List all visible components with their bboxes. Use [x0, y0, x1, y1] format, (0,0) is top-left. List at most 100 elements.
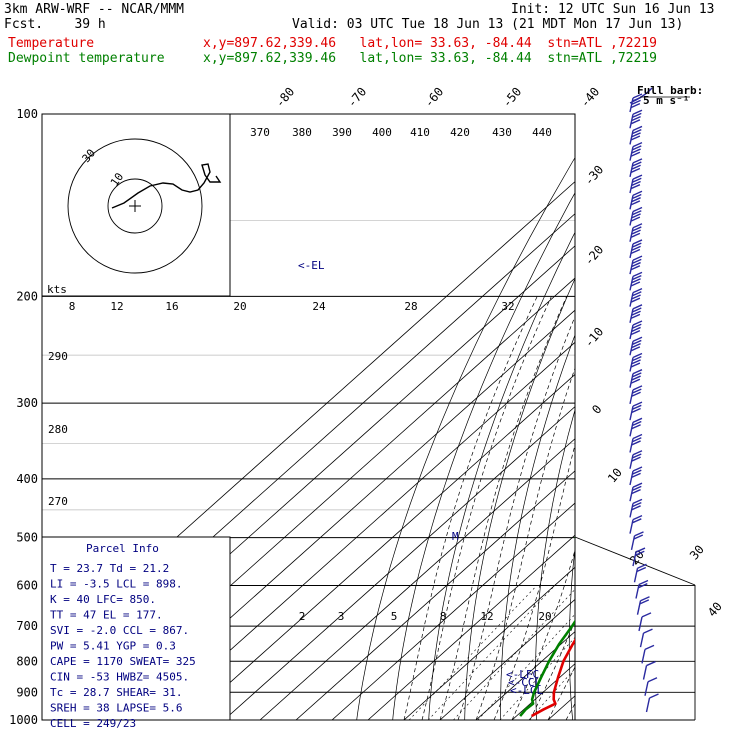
hodograph-panel: 10 30 kts [41, 113, 231, 297]
hodograph-units: kts [47, 283, 67, 296]
model-title: 3km ARW-WRF -- NCAR/MMM [4, 2, 185, 17]
theta-e-label-20: 20 [233, 300, 246, 313]
wind-barbs [629, 87, 659, 713]
parcel-info-row: CIN = -53 HWBZ= 4505. [50, 671, 189, 684]
wind-barb [629, 498, 643, 518]
wind-barb [629, 142, 643, 161]
isotherm-label-right-10: 10 [605, 465, 625, 485]
isotherm-label-right--20: -20 [582, 243, 607, 269]
pressure-label-500: 500 [16, 531, 38, 545]
wind-barb [629, 190, 643, 210]
parcel-info-row: LI = -3.5 LCL = 898. [50, 578, 182, 591]
wind-barb [642, 660, 656, 680]
pressure-label-400: 400 [16, 472, 38, 486]
pressure-label-300: 300 [16, 396, 38, 410]
theta-e-label-28: 28 [404, 300, 417, 313]
wind-barb [645, 693, 659, 713]
m-marker: M [452, 530, 459, 543]
pressure-label-800: 800 [16, 654, 38, 668]
theta-label-410: 410 [410, 126, 430, 139]
wind-barb [629, 401, 643, 421]
wind-barb [630, 531, 644, 550]
parcel-info-panel: Parcel Info T = 23.7 Td = 21.2 LI = -3.5 … [41, 536, 231, 730]
isotherm-label-right--10: -10 [582, 325, 607, 351]
parcel-info-row: PW = 5.41 YGP = 0.3 [50, 640, 176, 653]
pressure-label-900: 900 [16, 685, 38, 699]
wind-barb [641, 644, 655, 664]
wind-barb [629, 369, 643, 388]
forecast-hour: Fcst. 39 h [4, 17, 106, 32]
isotherm-label-top--80: -80 [273, 85, 298, 111]
wind-barb [629, 158, 643, 178]
isotherm-label-right--30: -30 [582, 163, 607, 189]
pressure-label-600: 600 [16, 579, 38, 593]
parcel-info-row: T = 23.7 Td = 21.2 [50, 562, 169, 575]
wind-barb [629, 514, 643, 534]
wind-barb [629, 450, 643, 469]
parcel-info-row: Tc = 28.7 SHEAR= 31. [50, 686, 182, 699]
lfc-marker: <-LFC [506, 668, 539, 681]
pressure-label-100: 100 [16, 107, 38, 121]
theta-e-label-16: 16 [165, 300, 178, 313]
parcel-info-title: Parcel Info [86, 542, 159, 555]
parcel-info-row: CELL = 249/23 [50, 717, 136, 730]
dewpoint-legend: Dewpoint temperature [8, 51, 165, 66]
wind-barb [636, 596, 650, 615]
isotherm-label-top--60: -60 [422, 85, 447, 111]
wind-barb [629, 223, 643, 242]
theta-label-left-280: 280 [48, 423, 68, 436]
isotherm-label-top--40: -40 [578, 85, 603, 111]
wind-barb [629, 320, 643, 340]
wind-barb [629, 109, 643, 129]
temperature-location: x,y=897.62,339.46 lat,lon= 33.63, -84.44… [203, 36, 657, 51]
theta-e-label-12: 12 [110, 300, 123, 313]
temperature-profile-line [530, 637, 575, 718]
hodograph-trace [111, 163, 222, 209]
theta-label-370: 370 [250, 126, 270, 139]
wind-barb [629, 417, 643, 437]
isotherm-label-right-40: 40 [705, 599, 725, 619]
wind-barb [629, 466, 643, 486]
full-barb-units: 5 m s⁻¹ [643, 94, 689, 107]
wind-barb [629, 287, 643, 307]
hodograph-ring-10: 10 [108, 170, 126, 188]
isotherm-label-right-30: 30 [687, 542, 707, 562]
ccl-marker: <-CCL [508, 676, 541, 689]
wind-barb [633, 563, 647, 583]
wind-barb [629, 174, 643, 194]
parcel-info-row: TT = 47 EL = 177. [50, 609, 163, 622]
mixing-ratio-label-5: 5 [391, 610, 398, 623]
mixing-ratio-label-12: 12 [480, 610, 493, 623]
theta-label-420: 420 [450, 126, 470, 139]
wind-barb [629, 482, 643, 502]
isotherm-label-right-0: 0 [589, 402, 604, 417]
wind-barb [629, 385, 643, 405]
theta-label-390: 390 [332, 126, 352, 139]
valid-time: Valid: 03 UTC Tue 18 Jun 13 (21 MDT Mon … [292, 17, 684, 32]
wind-barb [632, 547, 646, 567]
pressure-label-700: 700 [16, 619, 38, 633]
wind-barb [639, 628, 653, 648]
wind-barb [629, 336, 643, 356]
wind-barb [629, 433, 643, 453]
theta-label-440: 440 [532, 126, 552, 139]
wind-barb [629, 352, 643, 372]
pressure-label-200: 200 [16, 289, 38, 303]
theta-label-380: 380 [292, 126, 312, 139]
parcel-info-row: K = 40 LFC= 850. [50, 593, 156, 606]
wind-barb [638, 612, 652, 632]
temperature-legend: Temperature [8, 36, 95, 51]
mixing-ratio-label-20: 20 [538, 610, 551, 623]
wind-barb [629, 304, 643, 323]
pressure-label-1000: 1000 [9, 713, 38, 727]
theta-label-left-270: 270 [48, 495, 68, 508]
parcel-info-row: SREH = 38 LAPSE= 5.6 [50, 702, 182, 715]
mixing-ratio-label-3: 3 [338, 610, 345, 623]
isotherm-label-top--50: -50 [500, 85, 525, 111]
dewpoint-location: x,y=897.62,339.46 lat,lon= 33.63, -84.44… [203, 51, 657, 66]
mixing-ratio-label-8: 8 [440, 610, 447, 623]
el-marker: <-EL [298, 259, 325, 272]
parcel-info-row: CAPE = 1170 SWEAT= 325 [50, 655, 196, 668]
isotherm-label-top--70: -70 [345, 85, 370, 111]
wind-barb [629, 125, 643, 145]
